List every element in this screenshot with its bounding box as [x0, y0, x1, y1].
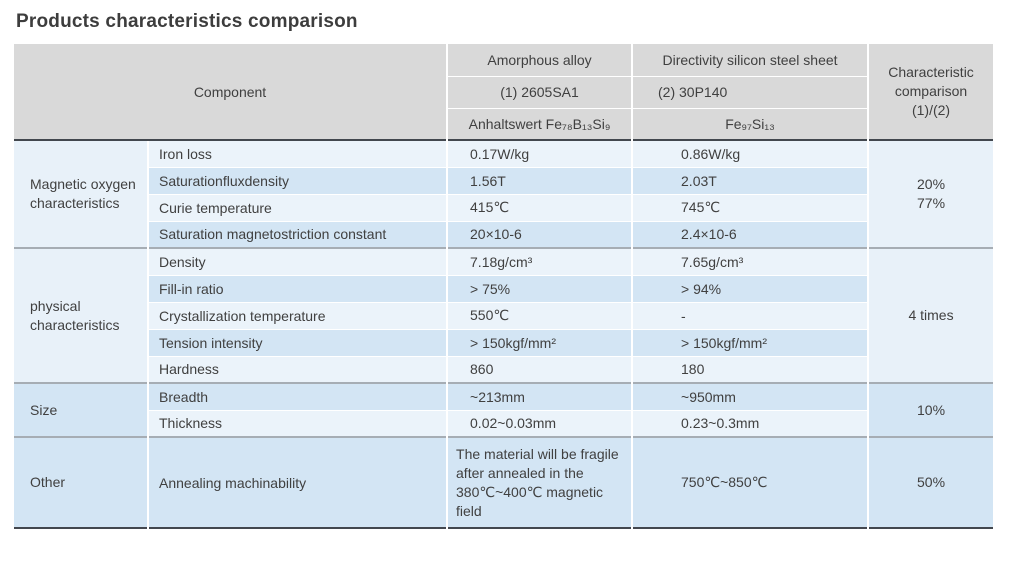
value2-cell: 0.23~0.3mm: [631, 409, 869, 437]
value1-cell: 0.17W/kg: [446, 139, 633, 167]
comparison-table: Component Amorphous alloy Directivity si…: [14, 44, 994, 529]
comparison-cell: 10%: [867, 382, 994, 437]
value1-cell: 1.56T: [446, 166, 633, 194]
characteristic-cell: Density: [146, 247, 448, 275]
table-row: Saturation magnetostriction constant 20×…: [14, 220, 993, 248]
header-product2-model-cell: (2) 30P140: [631, 75, 869, 108]
value1-cell: 415℃: [446, 193, 633, 221]
value1-cell: ~213mm: [446, 382, 633, 410]
characteristic-cell: Iron loss: [146, 139, 448, 167]
value1-cell: 7.18g/cm³: [446, 247, 633, 275]
header-product1-formula-cell: Anhaltswert Fe₇₈B₁₃Si₉: [446, 107, 633, 140]
characteristic-cell: Saturationfluxdensity: [146, 166, 448, 194]
value2-cell: 2.4×10-6: [631, 220, 869, 248]
value1-cell: The material will be fragile after annea…: [446, 436, 633, 528]
table-row: Saturationfluxdensity 1.56T 2.03T: [14, 166, 993, 194]
table-row: Curie temperature 415℃ 745℃: [14, 193, 993, 221]
table-body: Magnetic oxygen characteristics Iron los…: [14, 139, 994, 528]
comparison-cell: 20% 77%: [867, 139, 994, 248]
characteristic-cell: Crystallization temperature: [146, 301, 448, 329]
characteristic-cell: Hardness: [146, 355, 448, 383]
group-label-cell: Magnetic oxygen characteristics: [14, 139, 148, 248]
header-component-cell: Component: [14, 44, 448, 140]
comparison-cell: 4 times: [867, 247, 994, 383]
header-row: Component Amorphous alloy Directivity si…: [14, 44, 994, 140]
group-label-cell: physical characteristics: [14, 247, 148, 383]
value2-cell: 2.03T: [631, 166, 869, 194]
characteristic-cell: Tension intensity: [146, 328, 448, 356]
table-row: physical characteristics Density 7.18g/c…: [14, 247, 994, 383]
table-row: Size Breadth ~213mm ~950mm 10%: [14, 382, 994, 437]
characteristic-cell: Curie temperature: [146, 193, 448, 221]
table-row: Tension intensity > 150kgf/mm² > 150kgf/…: [14, 328, 993, 356]
value2-cell: > 94%: [631, 274, 869, 302]
table-row: Crystallization temperature 550℃ -: [14, 301, 993, 329]
value2-cell: > 150kgf/mm²: [631, 328, 869, 356]
page-title: Products characteristics comparison: [16, 11, 358, 32]
value1-cell: 860: [446, 355, 633, 383]
header-product1-model-cell: (1) 2605SA1: [446, 75, 633, 108]
header-row: Anhaltswert Fe₇₈B₁₃Si₉ Fe₉₇Si₁₃: [14, 107, 993, 140]
header-product2-name-cell: Directivity silicon steel sheet: [631, 44, 869, 76]
characteristic-cell: Saturation magnetostriction constant: [146, 220, 448, 248]
group-label-cell: Other: [14, 436, 148, 528]
value1-cell: 20×10-6: [446, 220, 633, 248]
group-label-cell: Size: [14, 382, 148, 437]
header-product2-formula-cell: Fe₉₇Si₁₃: [631, 107, 869, 140]
header-comparison-cell: Characteristic comparison (1)/(2): [867, 44, 994, 140]
table-row: Magnetic oxygen characteristics Iron los…: [14, 139, 994, 248]
value2-cell: 180: [631, 355, 869, 383]
characteristic-cell: Thickness: [146, 409, 448, 437]
value2-cell: 7.65g/cm³: [631, 247, 869, 275]
value1-cell: > 75%: [446, 274, 633, 302]
table-row: Fill-in ratio > 75% > 94%: [14, 274, 993, 302]
value2-cell: 0.86W/kg: [631, 139, 869, 167]
value1-cell: 550℃: [446, 301, 633, 329]
value2-cell: 745℃: [631, 193, 869, 221]
header-row: (1) 2605SA1 (2) 30P140: [14, 75, 993, 108]
value2-cell: ~950mm: [631, 382, 869, 410]
table-row: Hardness 860 180: [14, 355, 993, 383]
characteristic-cell: Breadth: [146, 382, 448, 410]
table-row: Thickness 0.02~0.03mm 0.23~0.3mm: [14, 409, 993, 437]
value1-cell: 0.02~0.03mm: [446, 409, 633, 437]
value2-cell: -: [631, 301, 869, 329]
characteristic-cell: Annealing machinability: [146, 436, 448, 528]
header-product1-name-cell: Amorphous alloy: [446, 44, 633, 76]
characteristic-cell: Fill-in ratio: [146, 274, 448, 302]
value2-cell: 750℃~850℃: [631, 436, 869, 528]
comparison-cell: 50%: [867, 436, 994, 528]
table-header: Component Amorphous alloy Directivity si…: [14, 44, 994, 140]
value1-cell: > 150kgf/mm²: [446, 328, 633, 356]
table-row: Other Annealing machinability The materi…: [14, 436, 994, 528]
